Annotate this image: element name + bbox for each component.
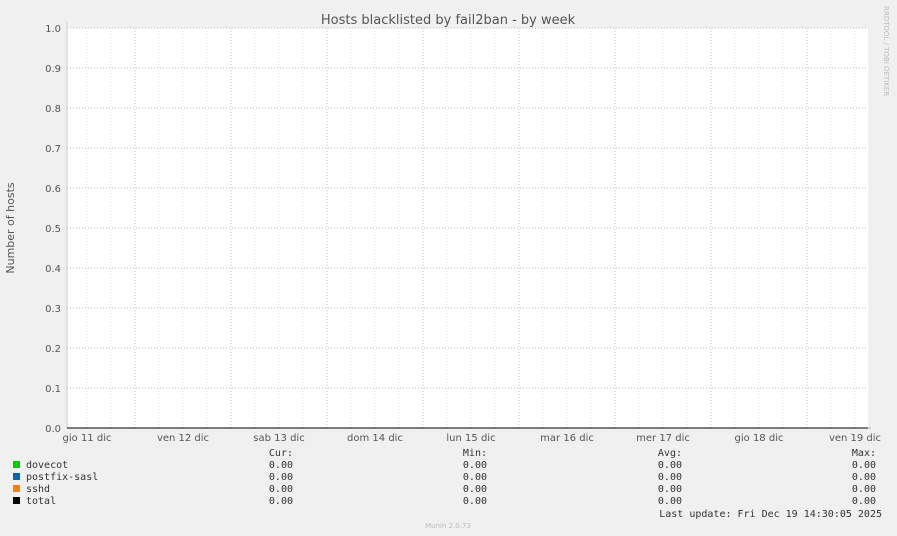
x-tick-label: dom 14 dic: [347, 433, 403, 444]
y-tick-label: 1.0: [45, 24, 61, 35]
legend-name: dovecot: [26, 460, 68, 471]
legend-cur: 0.00: [269, 496, 293, 507]
legend-swatch: [13, 461, 20, 468]
y-tick-label: 0.8: [45, 104, 61, 115]
legend-name: total: [26, 496, 56, 507]
legend-max: 0.00: [852, 496, 876, 507]
legend-header-cur: Cur:: [269, 448, 293, 459]
x-tick-label: mer 17 dic: [636, 433, 690, 444]
legend-avg: 0.00: [658, 484, 682, 495]
footer: Munin 2.0.73: [425, 522, 471, 530]
last-update: Last update: Fri Dec 19 14:30:05 2025: [659, 509, 882, 520]
legend-swatch: [13, 485, 20, 492]
legend-max: 0.00: [852, 484, 876, 495]
legend-min: 0.00: [463, 484, 487, 495]
legend-header-max: Max:: [852, 448, 876, 459]
legend-min: 0.00: [463, 472, 487, 483]
legend-max: 0.00: [852, 472, 876, 483]
y-tick-label: 0.2: [45, 344, 61, 355]
y-tick-label: 0.5: [45, 224, 61, 235]
y-tick-label: 0.7: [45, 144, 61, 155]
legend-cur: 0.00: [269, 484, 293, 495]
legend-cur: 0.00: [269, 472, 293, 483]
x-tick-label: ven 12 dic: [157, 433, 209, 444]
chart-title: Hosts blacklisted by fail2ban - by week: [321, 13, 576, 28]
x-tick-label: ven 19 dic: [829, 433, 881, 444]
legend-swatch: [13, 473, 20, 480]
legend-min: 0.00: [463, 460, 487, 471]
legend-max: 0.00: [852, 460, 876, 471]
legend-name: postfix-sasl: [26, 472, 98, 483]
y-axis-label: Number of hosts: [4, 182, 17, 274]
y-tick-label: 0.9: [45, 64, 61, 75]
y-tick-label: 0.6: [45, 184, 61, 195]
x-tick-label: gio 18 dic: [735, 433, 784, 444]
y-tick-label: 0.3: [45, 304, 61, 315]
legend-header-avg: Avg:: [658, 448, 682, 459]
watermark: RRDTOOL / TOBI OETIKER: [882, 6, 890, 96]
x-tick-label: gio 11 dic: [63, 433, 112, 444]
legend-min: 0.00: [463, 496, 487, 507]
legend-avg: 0.00: [658, 472, 682, 483]
x-tick-label: mar 16 dic: [540, 433, 594, 444]
legend-header-min: Min:: [463, 448, 487, 459]
x-tick-label: lun 15 dic: [446, 433, 495, 444]
y-tick-label: 0.4: [45, 264, 61, 275]
legend-avg: 0.00: [658, 496, 682, 507]
legend-swatch: [13, 497, 20, 504]
y-tick-label: 0.1: [45, 384, 61, 395]
legend-name: sshd: [26, 484, 50, 495]
y-tick-label: 0.0: [45, 424, 61, 435]
legend-avg: 0.00: [658, 460, 682, 471]
x-tick-label: sab 13 dic: [253, 433, 304, 444]
legend-cur: 0.00: [269, 460, 293, 471]
